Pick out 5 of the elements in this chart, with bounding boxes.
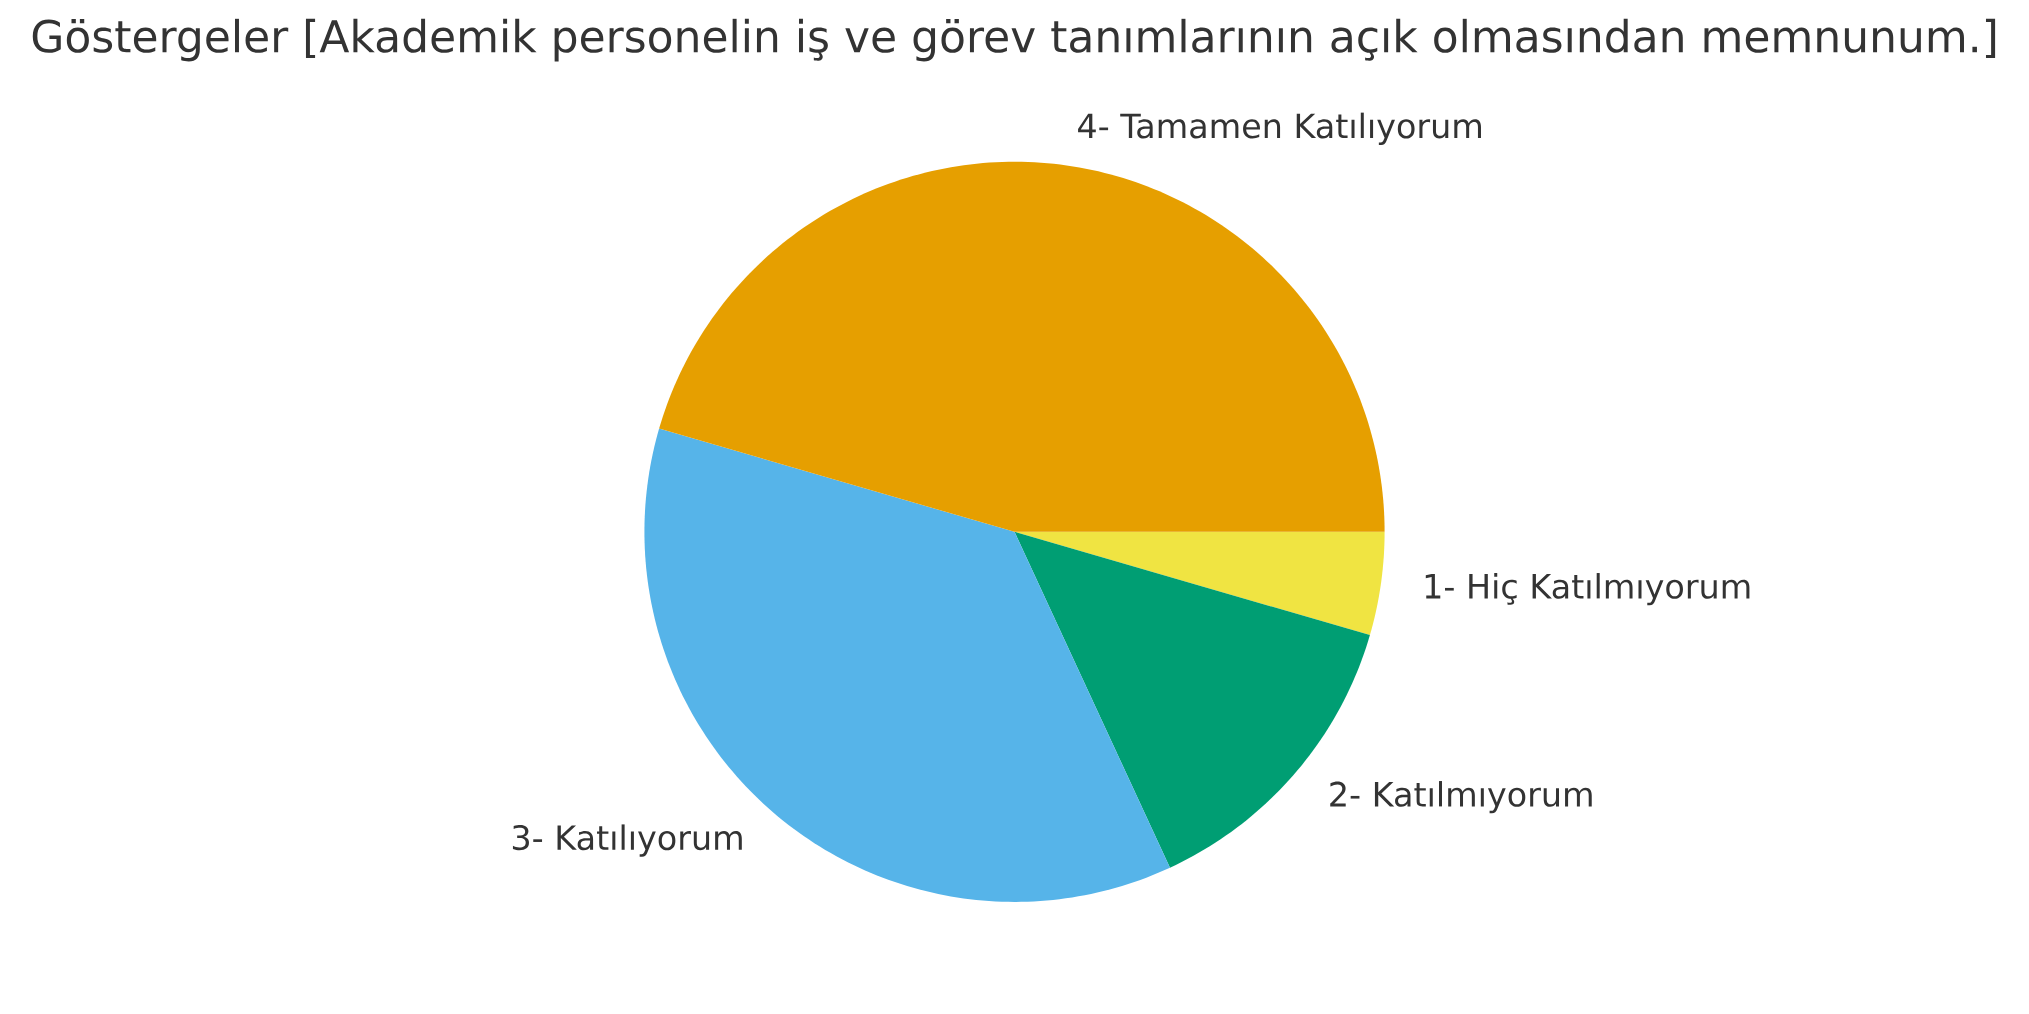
chart-title: Göstergeler [Akademik personelin iş ve görev tanımlarının açık olmasından memnunum.] xyxy=(32,18,1996,62)
slice-label: 3- Katılıyorum xyxy=(512,824,742,857)
slice-label: 4- Tamamen Katılıyorum xyxy=(1078,112,1481,145)
slice-label: 1- Hiç Katılmıyorum xyxy=(1425,572,1750,606)
slice-label: 2- Katılmıyorum xyxy=(1330,780,1592,814)
